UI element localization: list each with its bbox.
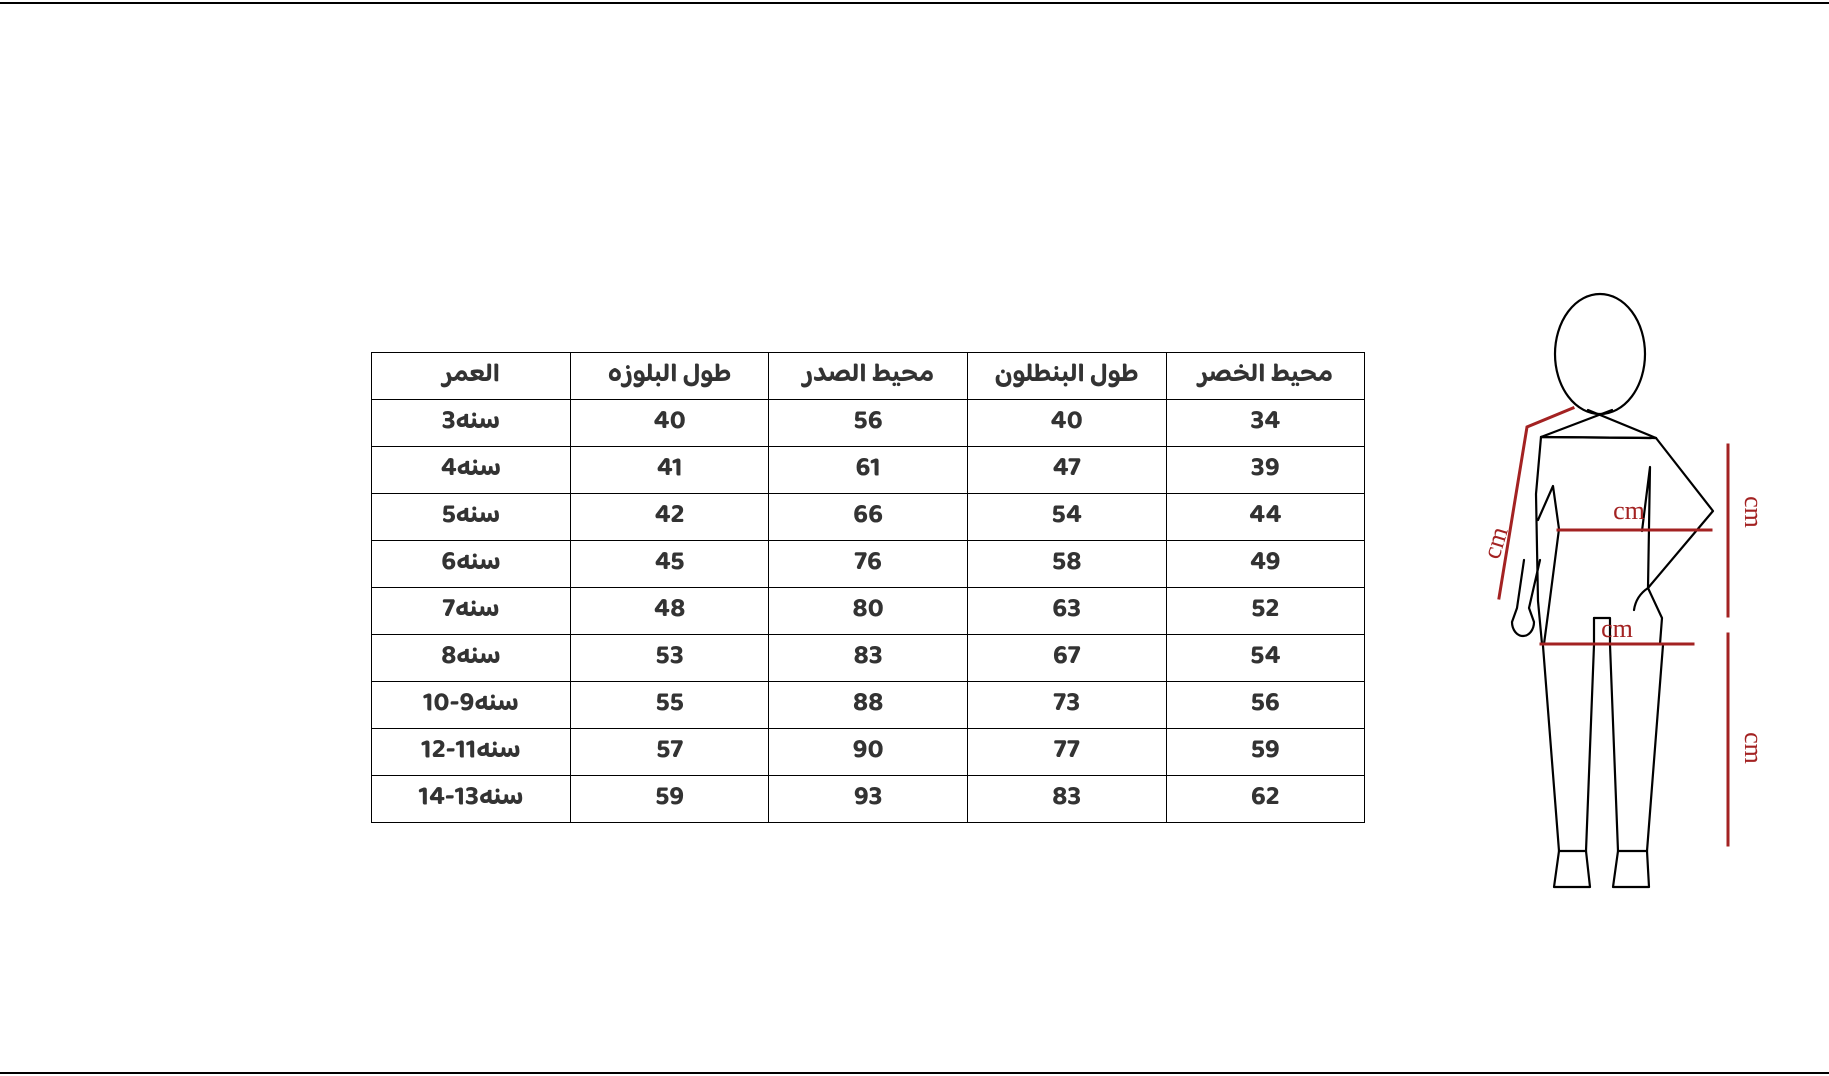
svg-text:cm: cm [1613,496,1645,525]
svg-text:cm: cm [1477,523,1514,562]
svg-text:cm: cm [1739,732,1768,764]
svg-text:cm: cm [1601,614,1633,643]
svg-text:cm: cm [1739,496,1768,528]
